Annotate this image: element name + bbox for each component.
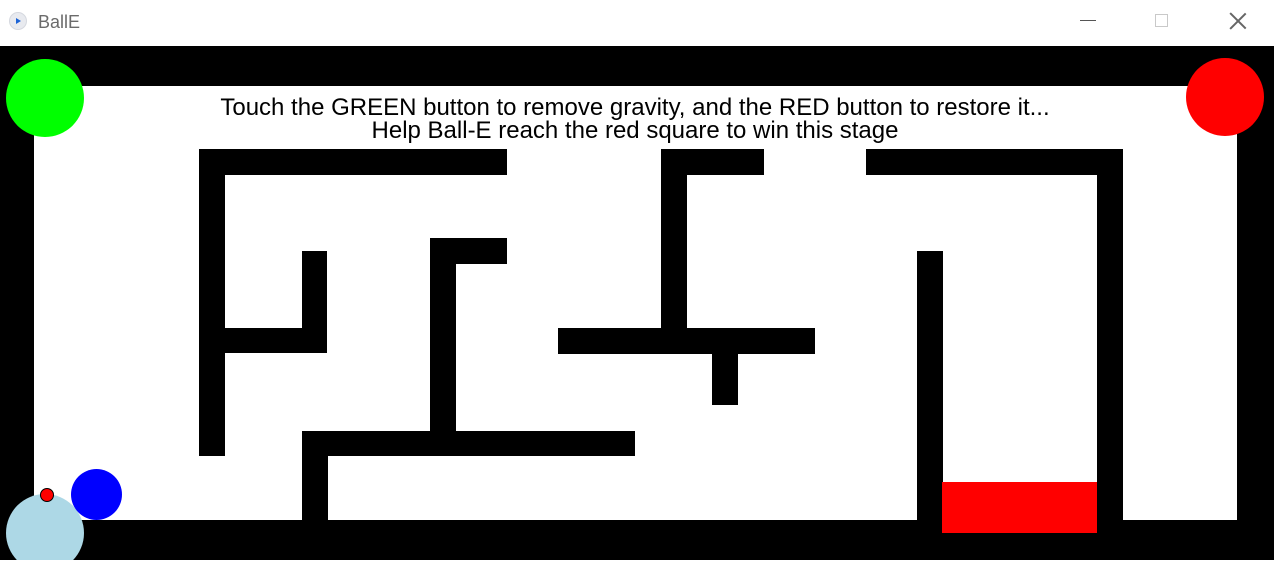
gravity-off-green-button[interactable]: [6, 59, 84, 137]
maze-wall: [917, 251, 943, 523]
maze-wall: [866, 149, 1123, 175]
app-icon: [9, 12, 27, 30]
instruction-line-goal: Help Ball-E reach the red square to win …: [371, 117, 899, 144]
maze-wall: [302, 431, 328, 523]
maze-wall: [430, 238, 456, 456]
window-title: BallE: [38, 12, 81, 32]
spawn-marker: [40, 488, 54, 502]
gravity-on-red-button[interactable]: [1186, 58, 1264, 136]
instruction-line-gravity: Touch the GREEN button to remove gravity…: [220, 94, 1050, 121]
maze-wall: [558, 328, 815, 354]
maximize-icon: [1155, 14, 1168, 27]
maze-wall: [302, 431, 635, 456]
spawn-pad: [6, 494, 84, 560]
maze-wall: [1097, 149, 1123, 523]
title-bar[interactable]: BallE: [0, 0, 1277, 46]
player-ball[interactable]: [71, 469, 122, 520]
maze-wall: [199, 149, 507, 175]
maze-wall: [302, 251, 327, 353]
game-canvas[interactable]: Touch the GREEN button to remove gravity…: [0, 46, 1274, 560]
goal-red-square: [942, 482, 1097, 533]
maze-wall: [199, 149, 225, 456]
minimize-button[interactable]: [1054, 0, 1124, 44]
maze-wall: [712, 328, 738, 405]
maze-wall: [661, 149, 687, 354]
maximize-button[interactable]: [1127, 0, 1197, 44]
close-icon: [1229, 12, 1247, 30]
close-button[interactable]: [1203, 0, 1273, 44]
minimize-icon: [1080, 20, 1096, 21]
